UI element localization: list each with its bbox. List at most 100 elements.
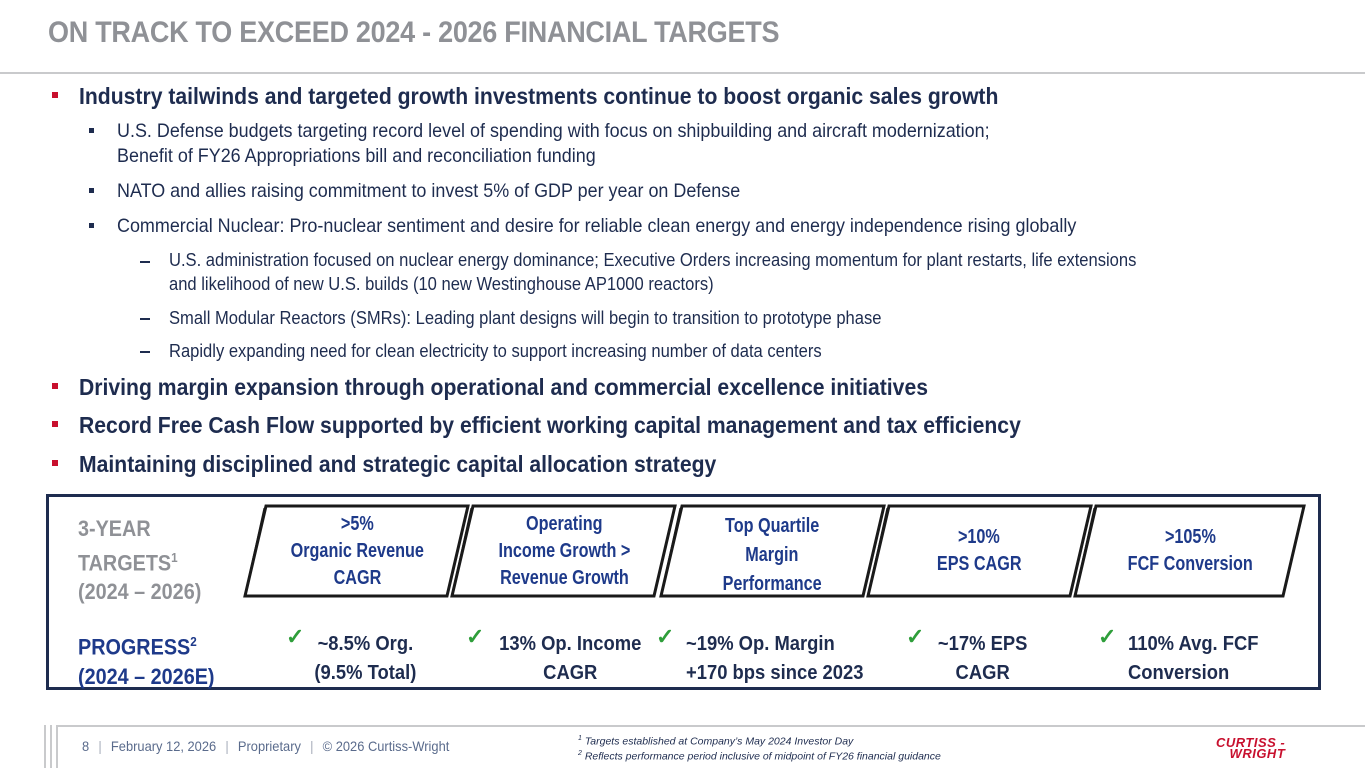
progress-label-line1: PROGRESS2 [78, 627, 215, 662]
checkmark-icon: ✓ [906, 624, 925, 649]
progress-line: (9.5% Total) [314, 662, 417, 684]
target-line: >10% [958, 526, 1000, 548]
target-box-shape [659, 504, 886, 598]
target-line: Performance [722, 572, 822, 595]
targets-label: 3-YEAR TARGETS1 (2024 – 2026) [78, 514, 201, 606]
progress-line: CAGR [955, 662, 1011, 684]
footnote-1: 1 Targets established at Company’s May 2… [578, 735, 853, 748]
bullet-marker [52, 383, 58, 389]
footnote-number: 2 [578, 750, 582, 757]
progress-operating-income: 13% Op. Income CAGR [490, 630, 650, 688]
bullet-free-cash-flow: Record Free Cash Flow supported by effic… [79, 412, 1021, 438]
footer-meta: 8 | February 12, 2026 | Proprietary | © 2026 C… [82, 738, 449, 754]
footnote-text: Reflects performance period inclusive of… [581, 750, 941, 763]
curtiss-wright-logo: CURTISS - WRIGHT [1216, 735, 1286, 761]
target-eps: >10% EPS CAGR [878, 505, 1080, 597]
progress-line: ~8.5% Org. [317, 633, 414, 655]
progress-eps: ~17% EPS CAGR [928, 630, 1038, 688]
footer-date: February 12, 2026 [110, 738, 217, 754]
target-box-shadow-line [451, 507, 472, 595]
progress-margin: ~19% Op. Margin +170 bps since 2023 [686, 630, 879, 688]
sub-bullet-marker [89, 223, 94, 228]
bullet-capital-allocation: Maintaining disciplined and strategic ca… [79, 451, 717, 477]
target-box-shape [1073, 504, 1306, 598]
page-title: ON TRACK TO EXCEED 2024 - 2026 FINANCIAL… [48, 16, 780, 49]
target-fcf: >105% FCF Conversion [1087, 505, 1293, 597]
target-box-shadow-line [244, 507, 265, 595]
target-box-shape [243, 504, 470, 598]
target-operating-income: Operating Income Growth > Revenue Growth [463, 505, 665, 597]
target-line: FCF Conversion [1127, 553, 1253, 575]
targets-label-text: TARGETS [78, 550, 172, 576]
target-box-shadow-line [1074, 507, 1095, 595]
progress-label-text: PROGRESS [78, 634, 191, 660]
target-line: Organic Revenue [290, 539, 424, 562]
target-box-shape [866, 504, 1093, 598]
target-box-shadow-line [867, 507, 888, 595]
progress-label: PROGRESS2 (2024 – 2026E) [78, 627, 215, 692]
target-line: >5% [340, 512, 374, 535]
sub-bullet-marker [89, 188, 94, 193]
separator: | [98, 738, 102, 754]
footer-copyright: © 2026 Curtiss-Wright [322, 738, 450, 754]
target-line: Revenue Growth [499, 566, 629, 589]
footnote-text: Targets established at Company’s May 202… [581, 735, 854, 748]
footnote-ref: 2 [190, 634, 197, 649]
title-divider [0, 72, 1365, 74]
footnote-number: 1 [578, 735, 582, 742]
dash-marker [140, 351, 150, 353]
sub-sub-bullet-smr: Small Modular Reactors (SMRs): Leading p… [169, 308, 882, 328]
logo-line2: WRIGHT [1229, 746, 1286, 761]
target-line: Income Growth > [498, 539, 630, 562]
progress-line: ~17% EPS [938, 633, 1028, 655]
bullet-marker [52, 421, 58, 427]
target-margin: Top Quartile Margin Performance [671, 509, 873, 601]
sub-bullet-defense-budgets: U.S. Defense budgets targeting record le… [117, 120, 990, 142]
bullet-marker [52, 92, 58, 98]
sub-sub-bullet-administration-cont: and likelihood of new U.S. builds (10 ne… [169, 274, 714, 294]
target-box-shape [450, 504, 677, 598]
progress-label-period: (2024 – 2026E) [78, 664, 215, 690]
progress-line: +170 bps since 2023 [686, 662, 864, 684]
target-line: >105% [1164, 526, 1216, 548]
checkmark-icon: ✓ [466, 624, 485, 649]
progress-line: 13% Op. Income [498, 633, 642, 655]
target-organic-revenue: >5% Organic Revenue CAGR [256, 505, 458, 597]
progress-line: 110% Avg. FCF [1128, 633, 1259, 655]
separator: | [225, 738, 229, 754]
target-line: Margin [745, 543, 799, 566]
footnote-2: 2 Reflects performance period inclusive … [578, 750, 941, 763]
checkmark-icon: ✓ [656, 624, 675, 649]
dash-marker [140, 318, 150, 320]
sub-bullet-marker [89, 128, 94, 133]
targets-panel [46, 494, 1321, 690]
bullet-margin-expansion: Driving margin expansion through operati… [79, 374, 928, 400]
separator: | [310, 738, 314, 754]
footnote-ref: 1 [171, 550, 178, 565]
sub-bullet-defense-budgets-cont: Benefit of FY26 Appropriations bill and … [117, 145, 596, 167]
sub-sub-bullet-data-centers: Rapidly expanding need for clean electri… [169, 341, 822, 361]
sub-bullet-nato: NATO and allies raising commitment to in… [117, 180, 741, 202]
target-line: Top Quartile [724, 514, 820, 537]
progress-fcf: 110% Avg. FCF Conversion [1128, 630, 1270, 688]
progress-line: Conversion [1128, 662, 1230, 684]
footer-accent-bars [44, 725, 58, 768]
target-line: CAGR [333, 566, 381, 589]
footer-divider [56, 725, 1365, 727]
targets-label-line1: 3-YEAR [78, 516, 151, 541]
targets-label-line2: TARGETS1 [78, 543, 201, 577]
dash-marker [140, 261, 150, 263]
bullet-organic-growth: Industry tailwinds and targeted growth i… [79, 83, 999, 109]
progress-organic: ~8.5% Org. (9.5% Total) [310, 630, 420, 688]
progress-line: ~19% Op. Margin [686, 633, 835, 655]
logo-line1: CURTISS - [1216, 735, 1286, 750]
footer-classification: Proprietary [237, 738, 301, 754]
bullet-marker [52, 460, 58, 466]
progress-line: CAGR [542, 662, 598, 684]
target-line: Operating [525, 512, 603, 535]
target-box-shadow-line [660, 507, 681, 595]
targets-label-period: (2024 – 2026) [78, 579, 202, 605]
checkmark-icon: ✓ [286, 624, 305, 649]
target-line: EPS CAGR [936, 553, 1022, 575]
